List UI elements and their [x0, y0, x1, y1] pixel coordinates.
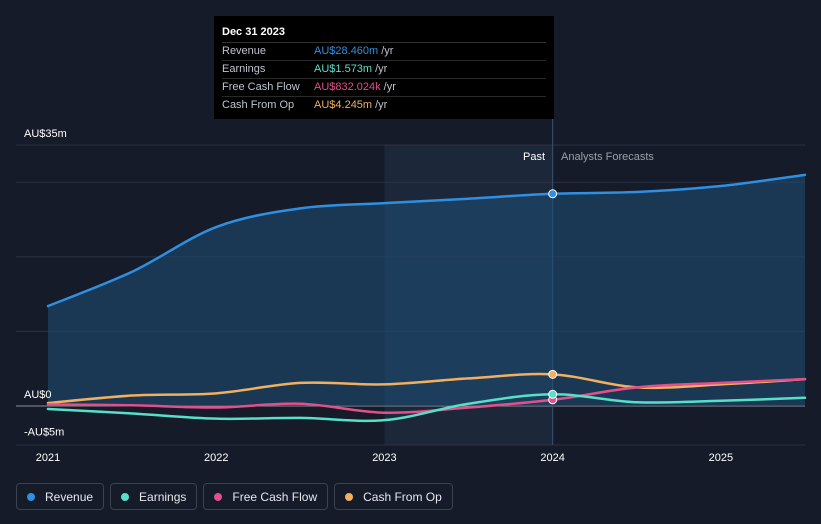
legend-label: Revenue — [45, 489, 94, 504]
legend-item-earnings[interactable]: Earnings — [110, 483, 198, 510]
x-tick-label: 2022 — [204, 452, 228, 464]
x-tick-label: 2024 — [540, 452, 564, 464]
y-tick-label: -AU$5m — [24, 426, 64, 438]
x-tick-label: 2021 — [36, 452, 60, 464]
cash-from-op-line — [46, 372, 807, 405]
y-tick-label: AU$0 — [24, 389, 52, 401]
x-tick-label: 2023 — [372, 452, 396, 464]
tooltip-rows: Revenue AU$28.460m/yr Earnings AU$1.573m/yr… — [222, 43, 546, 114]
y-tick-label: AU$35m — [24, 128, 67, 140]
legend-dot-icon — [214, 492, 223, 501]
legend-item-revenue[interactable]: Revenue — [16, 483, 105, 510]
tooltip-row-unit: /yr — [383, 81, 396, 93]
tooltip-row-label: Free Cash Flow — [222, 81, 300, 93]
x-axis-ticks: 2021 2022 2023 2024 2025 — [36, 452, 733, 464]
revenue-area — [48, 174, 805, 406]
data-tooltip: Dec 31 2023 Revenue AU$28.460m/yr Earnings… — [214, 16, 554, 119]
legend-dot-icon — [121, 492, 130, 501]
tooltip-row: Revenue AU$28.460m/yr — [222, 43, 546, 61]
series-lines — [46, 173, 807, 423]
legend-item-cash-from-op[interactable]: Cash From Op — [334, 483, 453, 510]
legend-label: Free Cash Flow — [232, 489, 318, 504]
tooltip-row-value: AU$832.024k — [314, 81, 381, 93]
tooltip-row-value: AU$4.245m — [314, 99, 373, 111]
earnings-marker — [548, 389, 558, 399]
tooltip-row-label: Revenue — [222, 45, 267, 57]
revenue-marker — [548, 189, 558, 199]
tooltip-row: Free Cash Flow AU$832.024k/yr — [222, 79, 546, 97]
revenue-line — [46, 173, 807, 308]
forecast-label: Analysts Forecasts — [561, 151, 654, 163]
y-axis-ticks: AU$35m AU$0 -AU$5m — [24, 128, 67, 438]
tooltip-row: Cash From Op AU$4.245m/yr — [222, 97, 546, 114]
tooltip-row-unit: /yr — [381, 45, 394, 57]
x-tick-label: 2025 — [709, 452, 733, 464]
tooltip-date: Dec 31 2023 — [222, 22, 546, 43]
free-cash-flow-line — [46, 377, 807, 415]
tooltip-row-label: Cash From Op — [222, 99, 295, 111]
chart-legend: Revenue Earnings Free Cash Flow Cash From O… — [16, 483, 453, 510]
tooltip-row-unit: /yr — [375, 63, 388, 75]
legend-dot-icon — [345, 492, 354, 501]
revenue-area-fill — [48, 174, 805, 406]
series-markers — [548, 189, 558, 405]
legend-item-free-cash-flow[interactable]: Free Cash Flow — [203, 483, 329, 510]
tooltip-row-value: AU$1.573m — [314, 63, 373, 75]
tooltip-row: Earnings AU$1.573m/yr — [222, 61, 546, 79]
cash-from-op-marker — [548, 369, 558, 379]
earnings-line — [46, 393, 807, 423]
legend-dot-icon — [27, 492, 35, 501]
legend-label: Cash From Op — [363, 489, 442, 504]
tooltip-row-value: AU$28.460m — [314, 45, 379, 57]
tooltip-row-unit: /yr — [375, 99, 388, 111]
past-label: Past — [523, 151, 545, 163]
tooltip-row-label: Earnings — [222, 63, 266, 75]
legend-label: Earnings — [139, 489, 187, 504]
